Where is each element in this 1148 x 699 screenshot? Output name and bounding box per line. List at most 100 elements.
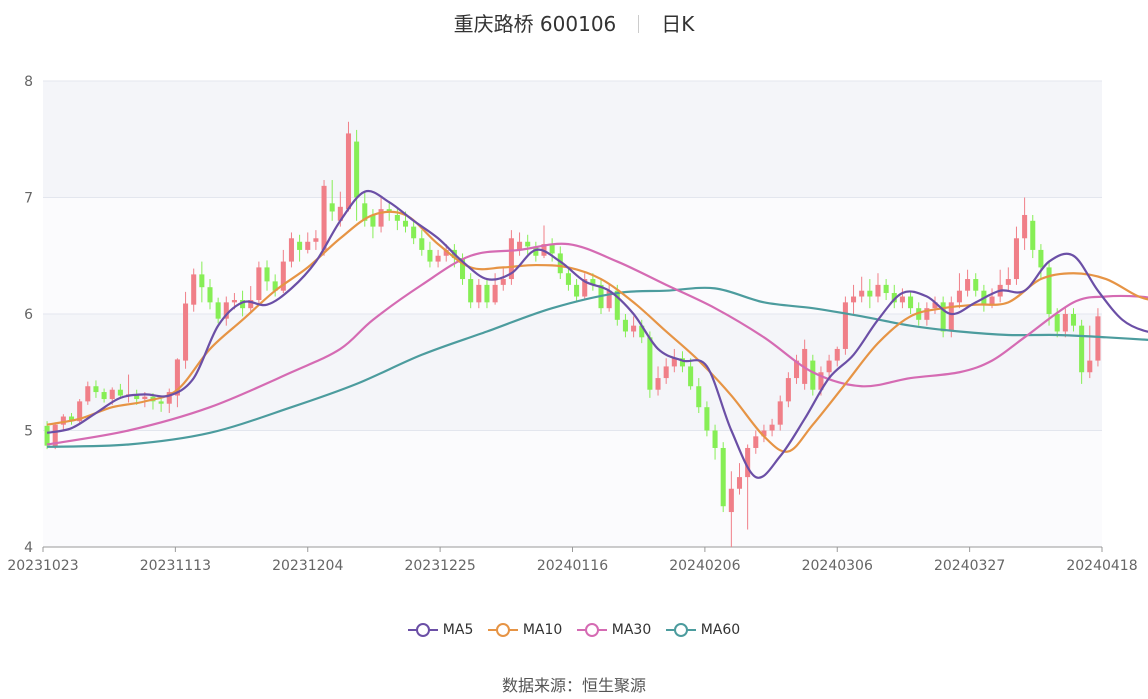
candle-body (199, 274, 205, 288)
x-tick-label: 20231225 (404, 558, 475, 574)
candle-body (508, 238, 514, 280)
ma5-line (46, 189, 1148, 479)
candle-body (297, 241, 303, 250)
candle-body (973, 279, 979, 291)
candle-body (231, 300, 237, 303)
legend-label-ma30: MA30 (611, 622, 652, 638)
candle-body (557, 253, 563, 274)
candle-body (655, 378, 661, 390)
candle-body (565, 273, 571, 285)
x-tick-label: 20240327 (934, 558, 1005, 574)
ma30-line (46, 242, 1148, 446)
candle-body (419, 238, 425, 250)
candle-body (264, 267, 270, 282)
legend-item-ma5[interactable]: MA5 (407, 622, 474, 638)
candle-body (867, 290, 873, 297)
y-tick-label: 5 (24, 424, 33, 440)
candle-body (1013, 238, 1019, 280)
candlestick-chart: 4 5 6 7 8 20231023 20231113 20231204 20231225 202… (7, 74, 1148, 574)
candle-body (77, 401, 83, 422)
x-tick-label: 20231113 (140, 558, 211, 574)
candle-body (207, 287, 213, 303)
candle-body (1095, 316, 1101, 361)
candle-body (68, 416, 75, 422)
chart-period: 日K (661, 12, 695, 36)
x-tick-label: 20231204 (272, 558, 343, 574)
plot-band (43, 314, 1102, 431)
candle-body (427, 249, 433, 262)
candle-body (215, 302, 221, 319)
candle-body (305, 241, 311, 250)
candle-body (891, 293, 897, 303)
candle-body (370, 214, 376, 227)
candle-body (761, 430, 767, 437)
candle-body (574, 284, 580, 297)
legend-label-ma60: MA60 (700, 622, 741, 638)
candle-body (109, 389, 115, 400)
candle-body (736, 477, 743, 489)
candle-body (1022, 214, 1028, 239)
candle-body (1030, 220, 1036, 250)
candle-body (1005, 279, 1011, 285)
candle-body (517, 241, 523, 250)
candle-body (60, 416, 66, 425)
candle-body (288, 238, 294, 262)
candle-body (460, 258, 466, 280)
candle-body (663, 366, 669, 379)
candle-body (948, 302, 954, 332)
candle-body (345, 133, 352, 210)
x-tick-label: 20240206 (669, 558, 740, 574)
candle-body (134, 394, 140, 400)
candle-body (500, 279, 506, 285)
candle-body (533, 246, 539, 256)
candle-body (142, 396, 148, 400)
candle-body (1054, 314, 1060, 332)
plot-band (43, 81, 1102, 198)
candle-body (842, 302, 848, 349)
candle-body (362, 203, 368, 221)
candle-body (745, 447, 751, 478)
candle-body (272, 281, 278, 291)
chart-title: 重庆路桥 600106 (453, 12, 617, 36)
legend-item-ma10[interactable]: MA10 (487, 622, 563, 638)
candle-body (337, 206, 343, 221)
candle-body (834, 348, 840, 361)
candle-body (411, 226, 417, 239)
title-divider (638, 15, 640, 33)
candle-body (378, 209, 384, 227)
candle-body (940, 302, 946, 332)
y-tick-label: 8 (24, 74, 33, 90)
candle-body (549, 244, 555, 254)
candle-body (443, 249, 449, 256)
x-tick-label: 20240306 (802, 558, 873, 574)
ma10-line (46, 210, 1148, 453)
candle-body (1079, 325, 1085, 373)
candle-body (688, 366, 694, 387)
candle-body (590, 279, 596, 285)
candle-body (354, 141, 360, 198)
candle-body (647, 337, 653, 390)
candle-body (166, 392, 172, 404)
legend-label-ma10: MA10 (522, 622, 563, 638)
candle-body (777, 401, 783, 425)
candle-body (704, 407, 710, 431)
ma60-line (47, 286, 1148, 448)
candle-body (280, 261, 286, 291)
candle-body (329, 203, 335, 212)
y-tick-label: 6 (24, 307, 33, 323)
candle-body (101, 392, 107, 400)
candle-body (696, 386, 702, 408)
x-tick-label: 20231023 (7, 558, 78, 574)
legend-item-ma60[interactable]: MA60 (665, 622, 741, 638)
candle-body (256, 267, 262, 301)
plot-band (43, 197, 1102, 314)
candle-body (908, 296, 914, 309)
ma10-legend-icon (487, 623, 518, 637)
candle-body (525, 241, 531, 247)
ma5-legend-icon (407, 623, 438, 637)
candle-body (117, 389, 123, 396)
legend-item-ma30[interactable]: MA30 (576, 622, 652, 638)
candle-body (248, 300, 254, 309)
chart-legend: MA5 MA10 MA30 MA60 (0, 622, 1148, 642)
legend-label-ma5: MA5 (442, 622, 474, 638)
